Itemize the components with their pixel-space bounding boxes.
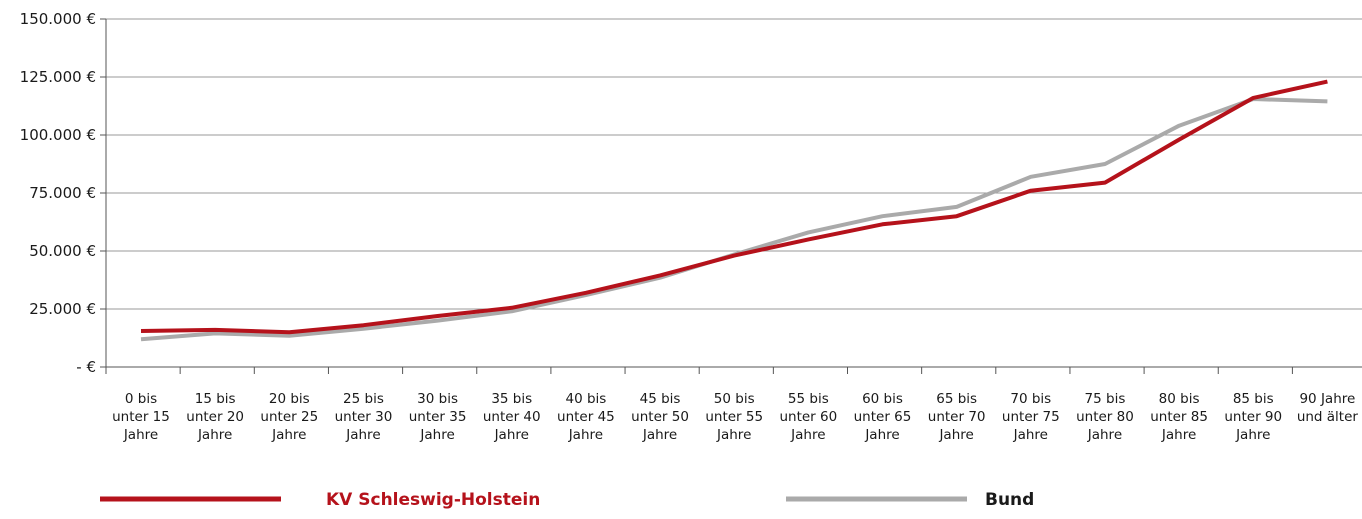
x-tick-label-line: unter 85 bbox=[1150, 409, 1208, 425]
x-tick-label-line: Jahre bbox=[1013, 427, 1048, 443]
x-tick-label-line: Jahre bbox=[123, 427, 158, 443]
x-tick-label-line: 40 bis bbox=[565, 391, 606, 407]
y-tick-label: 125.000 € bbox=[20, 68, 96, 86]
x-tick-label-line: 25 bis bbox=[343, 391, 384, 407]
legend-label: Bund bbox=[985, 490, 1034, 510]
x-tick-label-line: unter 55 bbox=[705, 409, 763, 425]
x-tick-label: 25 bis unter 30 Jahre bbox=[335, 391, 393, 443]
x-tick-label-line: 0 bis bbox=[125, 391, 157, 407]
x-tick-label: 0 bis unter 15 Jahre bbox=[112, 391, 170, 443]
legend-label: KV Schleswig-Holstein bbox=[326, 490, 540, 510]
x-tick-label-line: unter 40 bbox=[483, 409, 541, 425]
x-tick-label: 15 bis unter 20 Jahre bbox=[186, 391, 244, 443]
x-tick-label: 60 bis unter 65 Jahre bbox=[854, 391, 912, 443]
x-tick-label: 55 bis unter 60 Jahre bbox=[779, 391, 837, 443]
x-tick-label-line: 70 bis bbox=[1010, 391, 1051, 407]
x-tick-label-line: unter 50 bbox=[631, 409, 689, 425]
x-tick-label-line: unter 90 bbox=[1224, 409, 1282, 425]
y-tick-label: 75.000 € bbox=[29, 184, 96, 202]
legend: KV Schleswig-Holstein Bund bbox=[100, 490, 1034, 510]
x-tick-label-line: unter 75 bbox=[1002, 409, 1060, 425]
x-tick-label-line: 90 Jahre bbox=[1299, 391, 1355, 407]
y-tick-label: 50.000 € bbox=[29, 242, 96, 260]
x-tick-label: 65 bis unter 70 Jahre bbox=[928, 391, 986, 443]
x-tick-label: 50 bis unter 55 Jahre bbox=[705, 391, 763, 443]
y-tick-label: 25.000 € bbox=[29, 300, 96, 318]
x-tick-label: 40 bis unter 45 Jahre bbox=[557, 391, 615, 443]
x-tick-label-line: Jahre bbox=[1235, 427, 1270, 443]
x-tick-label: 45 bis unter 50 Jahre bbox=[631, 391, 689, 443]
grid-lines bbox=[106, 18, 1362, 310]
series-lines bbox=[140, 79, 1328, 342]
x-tick-label-line: unter 35 bbox=[409, 409, 467, 425]
y-tick-label: - € bbox=[76, 358, 96, 376]
x-tick-label-line: 85 bis bbox=[1233, 391, 1274, 407]
x-tick-label-line: unter 60 bbox=[779, 409, 837, 425]
x-tick-label: 70 bis unter 75 Jahre bbox=[1002, 391, 1060, 443]
x-tick-label: 35 bis unter 40 Jahre bbox=[483, 391, 541, 443]
x-tick-label: 80 bis unter 85 Jahre bbox=[1150, 391, 1208, 443]
x-tick-label-line: 20 bis bbox=[269, 391, 310, 407]
x-tick-label-line: 50 bis bbox=[714, 391, 755, 407]
x-tick-label: 30 bis unter 35 Jahre bbox=[409, 391, 467, 443]
x-tick-label-line: Jahre bbox=[494, 427, 529, 443]
x-tick-label: 20 bis unter 25 Jahre bbox=[260, 391, 318, 443]
x-tick-label-line: Jahre bbox=[345, 427, 380, 443]
x-tick-label-line: Jahre bbox=[1161, 427, 1196, 443]
x-tick-label: 90 Jahre und älter bbox=[1297, 391, 1359, 425]
x-tick-label-line: unter 70 bbox=[928, 409, 986, 425]
x-tick-label-line: 35 bis bbox=[491, 391, 532, 407]
x-tick-label: 75 bis unter 80 Jahre bbox=[1076, 391, 1134, 443]
x-tick-label-line: unter 65 bbox=[854, 409, 912, 425]
x-tick-label-line: 75 bis bbox=[1085, 391, 1126, 407]
x-tick-label-line: Jahre bbox=[864, 427, 899, 443]
x-tick-label-line: unter 20 bbox=[186, 409, 244, 425]
series-line-kv-schleswig-holstein bbox=[140, 79, 1328, 335]
x-tick-label-line: Jahre bbox=[1087, 427, 1122, 443]
x-tick-label-line: Jahre bbox=[938, 427, 973, 443]
x-tick-label-line: unter 15 bbox=[112, 409, 170, 425]
x-tick-label-line: Jahre bbox=[419, 427, 454, 443]
x-tick-label-line: 60 bis bbox=[862, 391, 903, 407]
x-tick-label-line: 65 bis bbox=[936, 391, 977, 407]
y-tick-label: 150.000 € bbox=[20, 10, 96, 28]
x-tick-label-line: unter 25 bbox=[260, 409, 318, 425]
x-tick-label-line: Jahre bbox=[568, 427, 603, 443]
x-tick-label-line: Jahre bbox=[716, 427, 751, 443]
axes bbox=[100, 18, 1362, 374]
x-tick-label-line: Jahre bbox=[197, 427, 232, 443]
x-tick-label-line: 55 bis bbox=[788, 391, 829, 407]
x-tick-label-line: unter 45 bbox=[557, 409, 615, 425]
x-tick-label-line: unter 30 bbox=[335, 409, 393, 425]
x-tick-label-line: Jahre bbox=[790, 427, 825, 443]
x-tick-label-line: 45 bis bbox=[640, 391, 681, 407]
x-tick-label-line: Jahre bbox=[271, 427, 306, 443]
x-tick-label-line: 30 bis bbox=[417, 391, 458, 407]
y-tick-label: 100.000 € bbox=[20, 126, 96, 144]
x-tick-label-line: unter 80 bbox=[1076, 409, 1134, 425]
x-tick-label-line: 15 bis bbox=[195, 391, 236, 407]
x-tick-label: 85 bis unter 90 Jahre bbox=[1224, 391, 1282, 443]
y-tick-labels: - € 25.000 € 50.000 € 75.000 € 100.000 € 125.… bbox=[20, 10, 96, 376]
x-tick-label-line: 80 bis bbox=[1159, 391, 1200, 407]
x-tick-label-line: und älter bbox=[1297, 409, 1359, 425]
x-tick-label-line: Jahre bbox=[642, 427, 677, 443]
